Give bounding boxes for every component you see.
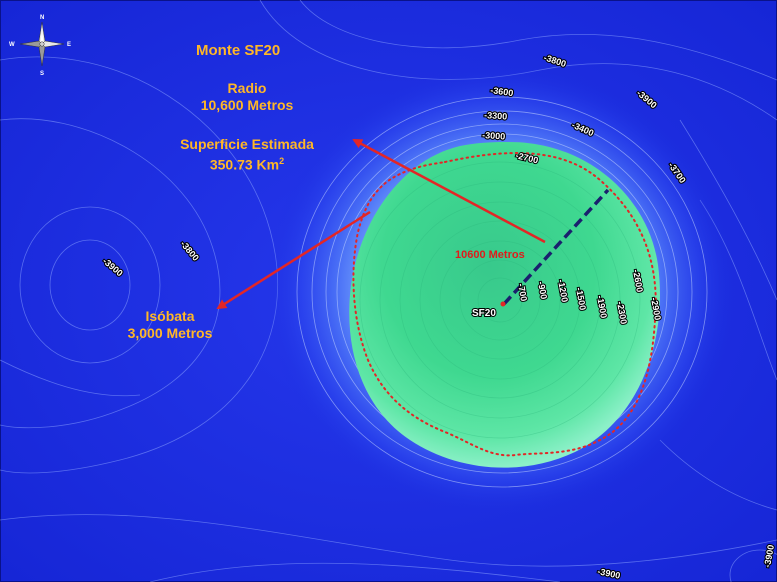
area-unit-superscript: 2 xyxy=(279,156,285,166)
site-marker xyxy=(500,301,506,307)
area-label: Superficie Estimada xyxy=(180,136,314,152)
area-annotation: Superficie Estimada 350.73 Km2 xyxy=(164,136,330,174)
compass-north: N xyxy=(40,15,44,21)
contour-label: -3000 xyxy=(482,130,506,142)
arrow-to-area xyxy=(352,138,546,244)
compass-south: S xyxy=(40,71,44,77)
radius-line-label: 10600 Metros xyxy=(455,249,525,261)
area-value: 350.73 Km xyxy=(209,156,280,173)
radius-line xyxy=(502,188,610,306)
site-label: SF20 xyxy=(472,308,496,319)
map-title: Monte SF20 xyxy=(196,42,281,59)
radius-annotation: Radio 10,600 Metros xyxy=(192,80,302,114)
contour-labels-seamount: -2700 -700 -900 -1200 -1500 -1900 -2300 … xyxy=(514,149,664,326)
compass-rose-icon: N S E W xyxy=(9,15,71,77)
contour-label: -700 xyxy=(516,283,529,302)
compass-west: W xyxy=(9,42,15,48)
isobath-3000-outline xyxy=(352,152,657,457)
contour-label: -3600 xyxy=(490,85,514,98)
contour-label: -900 xyxy=(536,281,549,300)
isobath-annotation: Isóbata 3,000 Metros xyxy=(110,308,230,342)
compass-east: E xyxy=(67,42,71,48)
isobath-label: Isóbata xyxy=(145,308,195,324)
contour-label: -3300 xyxy=(484,110,508,122)
radius-label: Radio xyxy=(227,80,267,96)
isobath-value: 3,000 Metros xyxy=(127,325,213,341)
area-value-line: 350.73 Km2 xyxy=(164,153,330,174)
summit-contour-rings xyxy=(359,161,641,439)
arrow-to-isobath xyxy=(216,210,371,310)
contour-label: -3900 xyxy=(597,566,622,581)
radius-value: 10,600 Metros xyxy=(200,97,294,113)
